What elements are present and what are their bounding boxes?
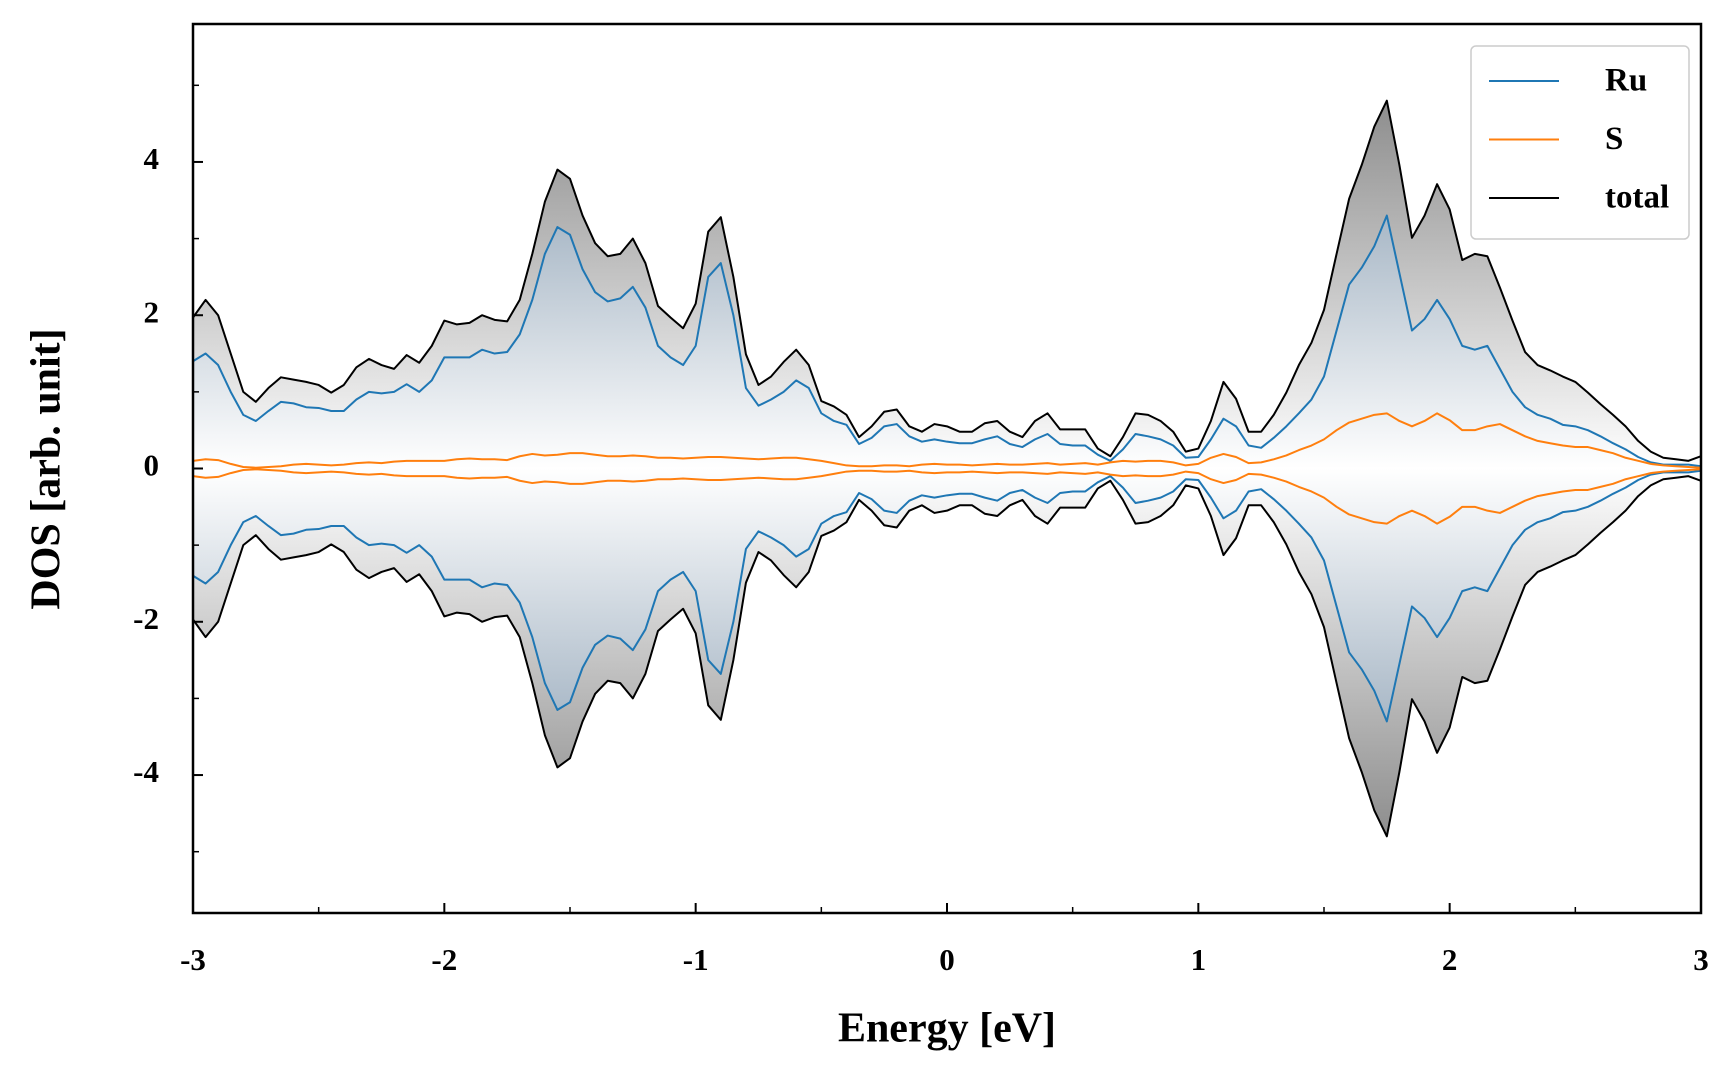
y-tick-label: 4 [144, 141, 160, 176]
series-line [193, 99, 1701, 462]
x-axis-title: Energy [eV] [838, 1006, 1056, 1052]
series-line [193, 214, 1701, 468]
legend-box [1470, 45, 1690, 240]
legend-label: total [1605, 180, 1669, 216]
y-tick-label: 2 [144, 294, 160, 329]
series-line [193, 412, 1701, 469]
y-tick-label: -2 [133, 601, 159, 636]
area-fill [193, 215, 1701, 469]
legend-label: Ru [1605, 63, 1647, 99]
x-tick-label: -3 [180, 942, 206, 977]
y-axis-title: DOS [arb. unit] [24, 328, 70, 609]
x-tick-label: 0 [939, 942, 955, 977]
x-tick-label: 3 [1693, 942, 1709, 977]
x-tick-label: -1 [683, 942, 709, 977]
area-fill [193, 468, 1701, 722]
series-line [193, 475, 1701, 838]
x-tick-label: 2 [1442, 942, 1458, 977]
legend-label: S [1605, 121, 1623, 157]
series-line [193, 469, 1701, 723]
plot-area [193, 99, 1701, 838]
y-tick-label: -4 [133, 754, 159, 789]
series-line [193, 468, 1701, 525]
x-tick-label: 1 [1191, 942, 1207, 977]
x-tick-label: -2 [431, 942, 457, 977]
y-tick-label: 0 [144, 448, 160, 483]
